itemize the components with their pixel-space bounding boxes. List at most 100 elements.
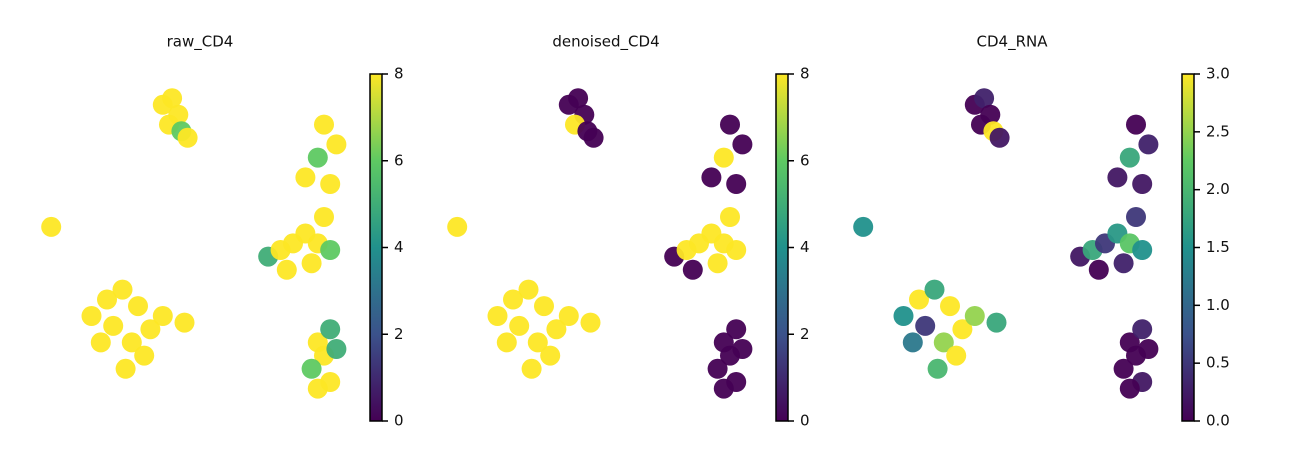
cell-point <box>915 315 936 336</box>
colorbar-tick-label: 4 <box>394 238 404 256</box>
cell-point <box>701 167 722 188</box>
cell-point <box>1113 358 1134 379</box>
cell-point <box>1126 207 1146 227</box>
cell-point <box>1113 253 1134 274</box>
colorbar-tick-label: 6 <box>800 151 810 169</box>
cell-point <box>732 134 753 155</box>
cell-point <box>534 296 554 317</box>
cell-point <box>853 216 874 237</box>
cell-point <box>320 240 341 260</box>
cell-point <box>720 207 740 227</box>
cell-point <box>707 253 728 274</box>
cell-point <box>326 339 347 359</box>
cell-point <box>521 358 542 379</box>
cell-point <box>1138 134 1159 155</box>
colorbar-tick-label: 6 <box>394 151 404 169</box>
cell-point <box>112 279 133 300</box>
colorbar-tick-label: 2.0 <box>1206 180 1230 198</box>
cell-point <box>487 306 508 326</box>
colorbar-tick-label: 1.0 <box>1206 296 1230 314</box>
cell-point <box>90 332 111 353</box>
cell-point <box>1132 319 1153 340</box>
cell-point <box>307 378 328 399</box>
cell-point <box>41 216 62 237</box>
cell-point <box>546 319 567 340</box>
cell-point <box>726 240 747 260</box>
cell-point <box>1107 167 1128 188</box>
colorbar-tick-label: 0.5 <box>1206 354 1230 372</box>
cell-point <box>128 296 148 317</box>
cell-point <box>974 88 995 109</box>
cell-point <box>121 332 142 353</box>
cell-point <box>115 358 136 379</box>
cell-point <box>503 289 523 310</box>
cell-point <box>568 88 589 109</box>
cell-point <box>946 345 967 366</box>
cell-point <box>314 207 334 227</box>
cell-point <box>295 167 316 188</box>
colorbar-tick-label: 1.5 <box>1206 238 1230 256</box>
cell-point <box>447 216 468 237</box>
cell-point <box>496 332 517 353</box>
cell-point <box>162 88 183 109</box>
cell-point <box>558 306 579 326</box>
cell-point <box>707 358 728 379</box>
cell-point <box>924 279 945 300</box>
cell-point <box>509 315 530 336</box>
cell-point <box>964 306 985 326</box>
cell-point <box>307 147 328 168</box>
cell-point <box>518 279 539 300</box>
cell-point <box>1119 378 1140 399</box>
cell-point <box>933 332 954 353</box>
cell-point <box>989 127 1010 148</box>
cell-point <box>1138 339 1159 359</box>
colorbar-tick-label: 0.0 <box>1206 412 1230 430</box>
colorbar <box>369 73 383 422</box>
cell-point <box>986 312 1007 333</box>
colorbar-tick-label: 8 <box>800 65 810 83</box>
cell-point <box>952 319 973 340</box>
cell-point <box>726 319 747 340</box>
cell-point <box>713 378 734 399</box>
colorbar-tick-label: 3.0 <box>1206 65 1230 83</box>
panel-title: denoised_CD4 <box>552 33 659 52</box>
colorbar <box>775 73 789 422</box>
cell-point <box>909 289 929 310</box>
cell-point <box>276 259 297 280</box>
cell-point <box>152 306 173 326</box>
cell-point <box>140 319 161 340</box>
cell-point <box>540 345 561 366</box>
cell-point <box>713 147 734 168</box>
cell-point <box>583 127 604 148</box>
colorbar-tick-label: 0 <box>800 412 810 430</box>
cell-point <box>682 259 703 280</box>
cell-point <box>97 289 117 310</box>
cell-point <box>301 358 322 379</box>
cell-point <box>103 315 124 336</box>
colorbar-tick-label: 2 <box>394 325 404 343</box>
colorbar-tick-label: 4 <box>800 238 810 256</box>
cell-point <box>314 114 334 135</box>
cell-point <box>81 306 102 326</box>
cell-point <box>732 339 753 359</box>
cell-point <box>927 358 948 379</box>
panel-title: CD4_RNA <box>977 33 1049 52</box>
colorbar-tick-label: 2.5 <box>1206 122 1230 140</box>
cell-point <box>1132 174 1153 194</box>
cell-point <box>580 312 601 333</box>
colorbar-tick-label: 0 <box>394 412 404 430</box>
panel-title: raw_CD4 <box>167 33 234 52</box>
cell-point <box>174 312 195 333</box>
cell-point <box>1119 147 1140 168</box>
cell-point <box>726 174 747 194</box>
cell-point <box>134 345 155 366</box>
cell-point <box>320 319 341 340</box>
cell-point <box>902 332 923 353</box>
cell-point <box>320 174 341 194</box>
cell-point <box>301 253 322 274</box>
colorbar <box>1181 73 1195 422</box>
cell-point <box>1088 259 1109 280</box>
colorbar-tick-label: 2 <box>800 325 810 343</box>
cell-point <box>1132 240 1153 260</box>
